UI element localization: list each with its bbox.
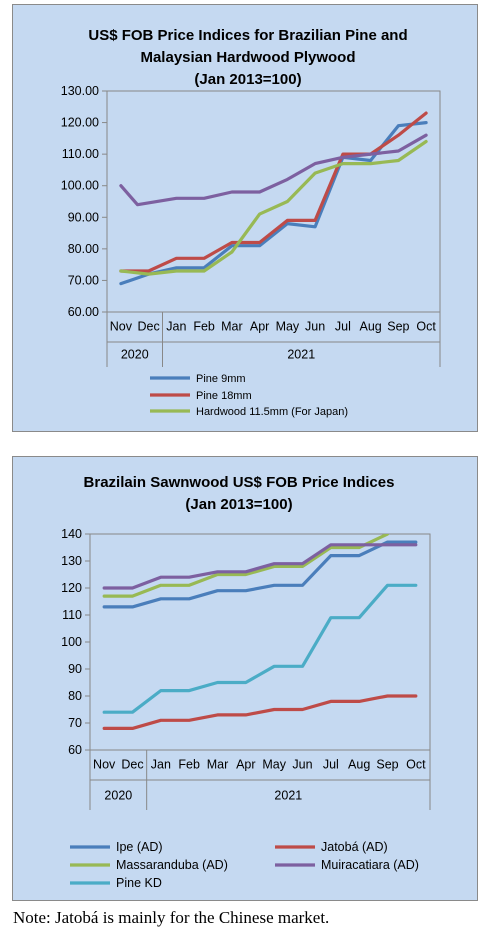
y-tick-label: 90.00: [68, 210, 99, 224]
y-tick-label: 90: [68, 662, 82, 676]
legend-label: Massaranduba (AD): [116, 858, 228, 872]
x-tick-label: Sep: [376, 758, 398, 772]
x-tick-label: Oct: [406, 758, 426, 772]
chart-title-line-3: (Jan 2013=100): [194, 71, 301, 88]
y-tick-label: 100: [61, 635, 82, 649]
x-year-label: 2021: [274, 789, 302, 803]
legend-label: Pine KD: [116, 876, 162, 890]
y-tick-label: 110.00: [62, 147, 99, 161]
x-year-label: 2021: [287, 347, 315, 361]
legend-label: Pine 9mm: [196, 373, 246, 385]
x-tick-label: Jul: [323, 758, 339, 772]
x-tick-label: Apr: [250, 320, 269, 334]
y-tick-label: 70.00: [68, 273, 99, 287]
legend-label: Muiracatiara (AD): [321, 858, 419, 872]
x-year-label: 2020: [104, 789, 132, 803]
legend-label: Pine 18mm: [196, 390, 252, 402]
x-tick-label: Jun: [305, 320, 325, 334]
legend-label: Hardwood 11.5mm (For Japan): [196, 406, 348, 418]
y-tick-label: 130: [61, 554, 82, 568]
y-tick-label: 120: [61, 581, 82, 595]
x-tick-label: Aug: [360, 320, 382, 334]
x-tick-label: Dec: [138, 320, 160, 334]
sawnwood-chart: Brazilain Sawnwood US$ FOB Price Indices…: [61, 474, 431, 890]
legend-label: Jatobá (AD): [321, 840, 388, 854]
x-tick-label: Dec: [121, 758, 143, 772]
y-tick-label: 60: [68, 743, 82, 757]
series-line-3: [119, 139, 428, 276]
series-line-3: [102, 534, 390, 598]
y-tick-label: 60.00: [68, 305, 99, 319]
plywood-chart: US$ FOB Price Indices for Brazilian Pine…: [61, 27, 441, 418]
y-tick-label: 80.00: [68, 242, 99, 256]
sawnwood-chart-panel: Brazilain Sawnwood US$ FOB Price Indices…: [12, 456, 478, 901]
x-tick-label: Nov: [110, 320, 133, 334]
x-tick-label: Apr: [236, 758, 255, 772]
y-tick-label: 80: [68, 689, 82, 703]
chart-title-line-2: Malaysian Hardwood Plywood: [140, 49, 355, 66]
x-tick-label: May: [276, 320, 300, 334]
x-tick-label: May: [262, 758, 286, 772]
series-line-1: [102, 540, 418, 609]
x-tick-label: Jan: [166, 320, 186, 334]
x-tick-label: Nov: [93, 758, 116, 772]
chart-title-line-1: Brazilain Sawnwood US$ FOB Price Indices: [84, 474, 395, 491]
x-year-label: 2020: [121, 347, 149, 361]
x-tick-label: Oct: [416, 320, 436, 334]
x-tick-label: Mar: [207, 758, 229, 772]
x-tick-label: Mar: [221, 320, 243, 334]
x-tick-label: Jul: [335, 320, 351, 334]
x-tick-label: Feb: [178, 758, 200, 772]
chart-title-line-2: (Jan 2013=100): [185, 496, 292, 513]
x-tick-label: Jan: [151, 758, 171, 772]
x-tick-label: Aug: [348, 758, 370, 772]
x-tick-label: Jun: [292, 758, 312, 772]
series-line-2: [119, 111, 428, 273]
x-tick-label: Feb: [193, 320, 215, 334]
y-tick-label: 120.00: [61, 116, 99, 130]
plywood-chart-panel: US$ FOB Price Indices for Brazilian Pine…: [12, 4, 478, 432]
y-tick-label: 140: [61, 527, 82, 541]
footnote: Note: Jatobá is mainly for the Chinese m…: [13, 908, 330, 927]
series-line-4: [102, 543, 418, 590]
y-tick-label: 130.00: [61, 84, 99, 98]
x-tick-label: Sep: [387, 320, 409, 334]
y-tick-label: 100.00: [61, 179, 99, 193]
y-tick-label: 70: [68, 716, 82, 730]
series-line-4: [119, 133, 428, 207]
chart-title-line-1: US$ FOB Price Indices for Brazilian Pine…: [88, 27, 407, 44]
y-tick-label: 110: [62, 608, 82, 622]
series-line-5: [102, 583, 418, 714]
legend-label: Ipe (AD): [116, 840, 163, 854]
series-line-2: [102, 694, 418, 730]
